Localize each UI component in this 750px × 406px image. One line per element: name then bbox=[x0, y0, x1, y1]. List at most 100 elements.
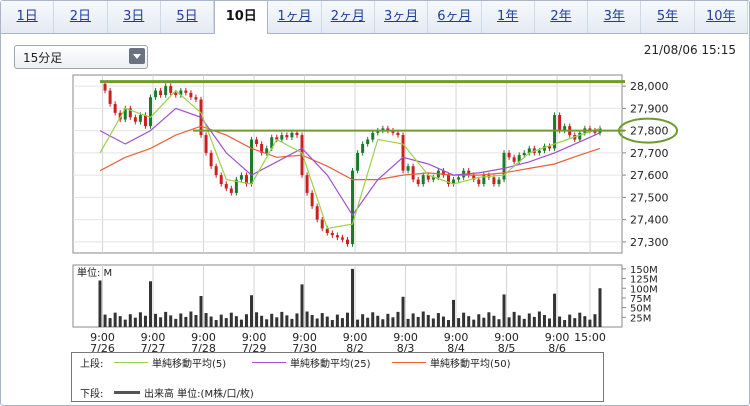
x-tick-time: 9:00 bbox=[545, 331, 570, 344]
tab-12[interactable]: 5年 bbox=[641, 1, 695, 33]
volume-bar bbox=[204, 313, 208, 327]
candle-body bbox=[472, 175, 476, 180]
volume-bar bbox=[547, 318, 551, 327]
volume-bar bbox=[179, 313, 183, 327]
legend-volume-swatch bbox=[114, 391, 140, 394]
candle-body bbox=[482, 175, 486, 185]
volume-bar bbox=[563, 320, 567, 327]
volume-bar bbox=[351, 268, 355, 327]
candle-body bbox=[154, 90, 158, 98]
volume-bar bbox=[472, 319, 476, 327]
candle-body bbox=[305, 175, 309, 193]
tab-2[interactable]: 3日 bbox=[108, 1, 161, 33]
x-tick-time: 9:00 bbox=[242, 331, 267, 344]
volume-bar bbox=[138, 312, 142, 327]
x-tick-date: 8/2 bbox=[346, 342, 364, 355]
tab-4[interactable]: 10日 bbox=[214, 1, 269, 34]
candle-body bbox=[229, 188, 233, 193]
volume-bar bbox=[542, 314, 546, 327]
x-tick-time: 9:00 bbox=[141, 331, 166, 344]
candle-body bbox=[265, 148, 269, 153]
interval-select[interactable]: 15分足 bbox=[14, 45, 148, 69]
volume-bar bbox=[598, 288, 602, 327]
tab-3[interactable]: 5日 bbox=[161, 1, 215, 33]
tab-13[interactable]: 10年 bbox=[695, 1, 748, 33]
candle-body bbox=[396, 132, 400, 136]
x-tick-date: 7/30 bbox=[292, 342, 317, 355]
volume-bar bbox=[320, 313, 324, 327]
highlight-circle-27800 bbox=[618, 117, 678, 144]
candle-body bbox=[128, 108, 132, 118]
volume-bar bbox=[457, 318, 461, 327]
tab-9[interactable]: 1年 bbox=[482, 1, 535, 33]
candle-body bbox=[421, 175, 425, 185]
tab-0[interactable]: 1日 bbox=[1, 1, 55, 33]
tab-7[interactable]: 3ヶ月 bbox=[375, 1, 429, 33]
candle-body bbox=[381, 128, 385, 131]
interval-select-value: 15分足 bbox=[23, 51, 63, 65]
candle-body bbox=[441, 170, 445, 176]
volume-bar bbox=[224, 318, 228, 327]
volume-bar bbox=[285, 315, 289, 327]
volume-bar bbox=[330, 320, 334, 327]
candle-body bbox=[376, 130, 380, 133]
candle-body bbox=[320, 219, 324, 229]
legend-sma25: 単純移動平均(25) bbox=[252, 355, 371, 370]
tab-6[interactable]: 2ヶ月 bbox=[322, 1, 375, 33]
candle-body bbox=[194, 97, 198, 100]
volume-bar bbox=[406, 318, 410, 327]
tab-5[interactable]: 1ヶ月 bbox=[268, 1, 322, 33]
candle-body bbox=[103, 83, 107, 91]
volume-bar bbox=[426, 314, 430, 327]
tab-8[interactable]: 6ヶ月 bbox=[428, 1, 482, 33]
candle-body bbox=[285, 135, 289, 138]
sma25-line bbox=[99, 107, 601, 217]
volume-bar bbox=[290, 318, 294, 327]
volume-bar bbox=[366, 317, 370, 327]
volume-bar bbox=[280, 311, 284, 327]
volume-bar bbox=[345, 312, 349, 327]
tab-1[interactable]: 2日 bbox=[54, 1, 108, 33]
volume-bar bbox=[568, 314, 572, 327]
volume-bar bbox=[209, 316, 213, 327]
price-plot-area bbox=[72, 74, 623, 254]
chevron-down-icon[interactable] bbox=[129, 48, 145, 64]
y-tick-label: 27,600 bbox=[630, 169, 669, 182]
candle-body bbox=[537, 150, 541, 153]
candle-body bbox=[411, 166, 415, 180]
volume-bar bbox=[103, 314, 107, 327]
volume-bar bbox=[492, 315, 496, 327]
volume-bar bbox=[149, 281, 153, 327]
tab-10[interactable]: 2年 bbox=[535, 1, 589, 33]
candle-body bbox=[224, 184, 228, 189]
candle-body bbox=[270, 137, 274, 149]
volume-bar bbox=[532, 316, 536, 327]
candle-body bbox=[219, 175, 223, 185]
volume-bar bbox=[416, 316, 420, 327]
tab-11[interactable]: 3年 bbox=[588, 1, 642, 33]
candle-body bbox=[416, 179, 420, 185]
candle-body bbox=[366, 139, 370, 144]
candle-body bbox=[244, 175, 248, 185]
sma50-line bbox=[99, 125, 601, 181]
candle-body bbox=[133, 117, 137, 122]
candle-body bbox=[502, 152, 506, 180]
candle-body bbox=[527, 148, 531, 153]
candle-body bbox=[563, 126, 567, 131]
legend-upper-label: 上段: bbox=[80, 359, 104, 370]
volume-bar bbox=[270, 313, 274, 327]
candle-body bbox=[123, 108, 127, 120]
volume-bar bbox=[123, 319, 127, 327]
candle-body bbox=[371, 132, 375, 140]
volume-bar bbox=[583, 316, 587, 327]
candle-body bbox=[209, 152, 213, 167]
x-tick-date: 7/28 bbox=[191, 342, 216, 355]
candle-body bbox=[295, 132, 299, 136]
candle-body bbox=[340, 237, 344, 240]
volume-bar bbox=[98, 280, 102, 327]
candle-body bbox=[275, 137, 279, 140]
candle-body bbox=[452, 179, 456, 185]
volume-bar bbox=[482, 317, 486, 327]
candle-body bbox=[179, 90, 183, 96]
